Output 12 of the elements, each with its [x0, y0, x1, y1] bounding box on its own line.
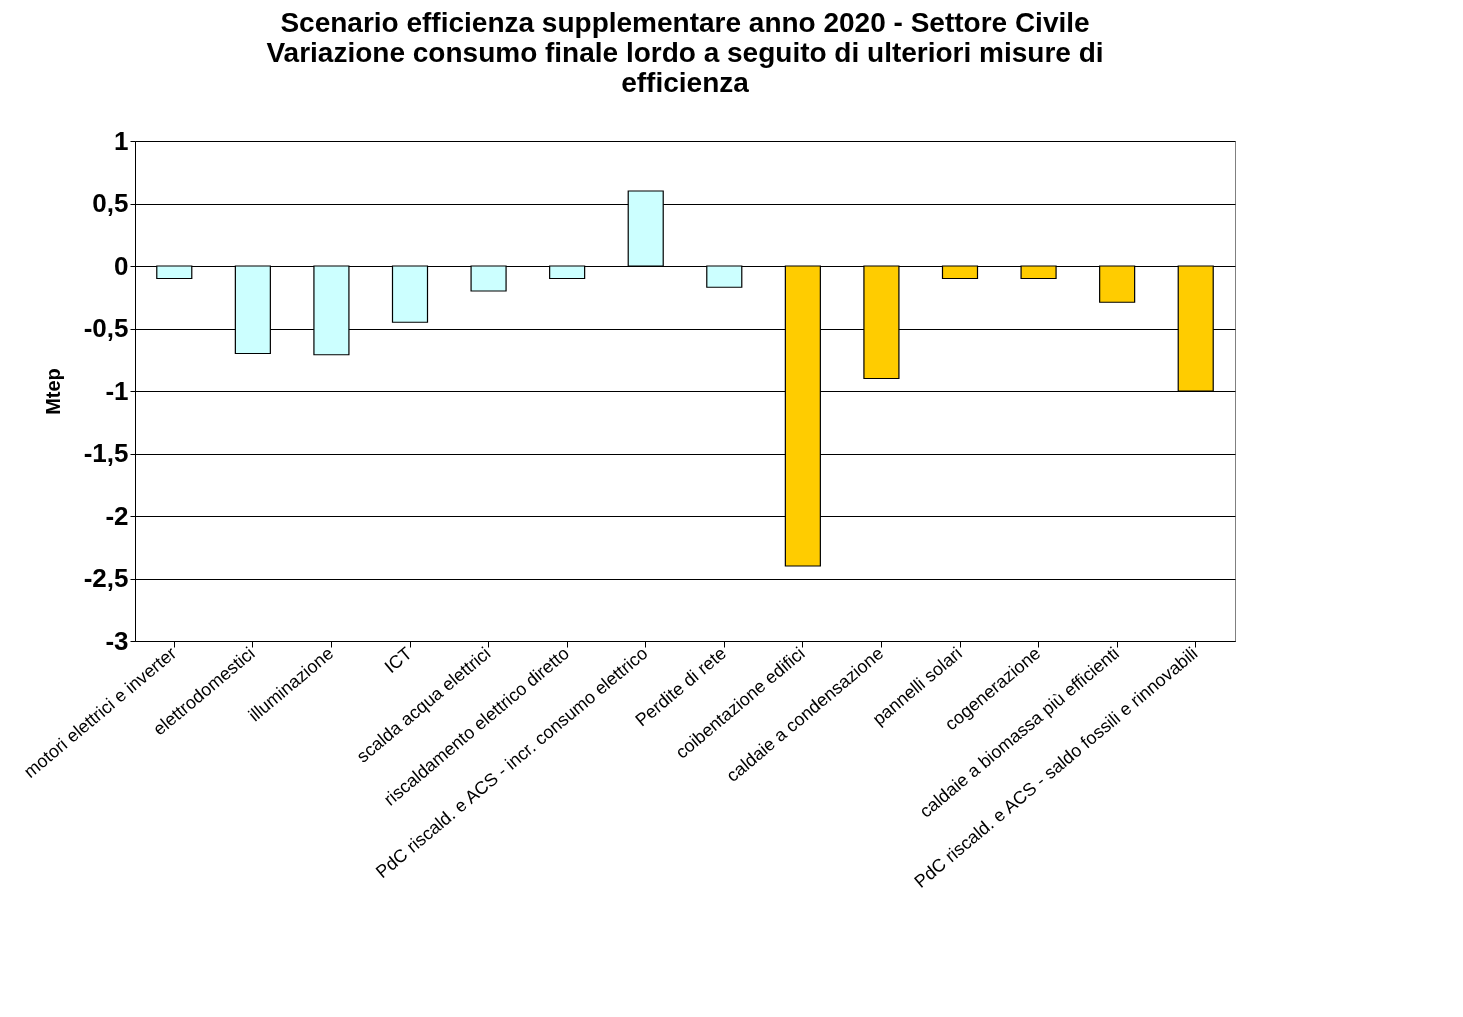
- y-tick-label: 0,5: [92, 188, 129, 218]
- y-tick-label: -1,5: [83, 438, 129, 468]
- x-tick-label: ICT: [380, 643, 416, 678]
- y-tick-label: 0: [114, 250, 129, 281]
- y-tick-label: -1: [105, 375, 129, 406]
- y-tick-label: -2,5: [83, 563, 129, 593]
- y-axis-title: Mtep: [41, 368, 64, 415]
- y-tick-label: -2: [105, 500, 129, 531]
- y-tick-label: -3: [105, 625, 129, 656]
- y-tick-label: 1: [114, 125, 129, 156]
- chart-title: Scenario efficienza supplementare anno 2020 - Settore Civile Variazione consumo finale lordo a seguito di ulteriori misure di efficienza: [266, 7, 1104, 98]
- y-tick-label: -0,5: [83, 313, 129, 343]
